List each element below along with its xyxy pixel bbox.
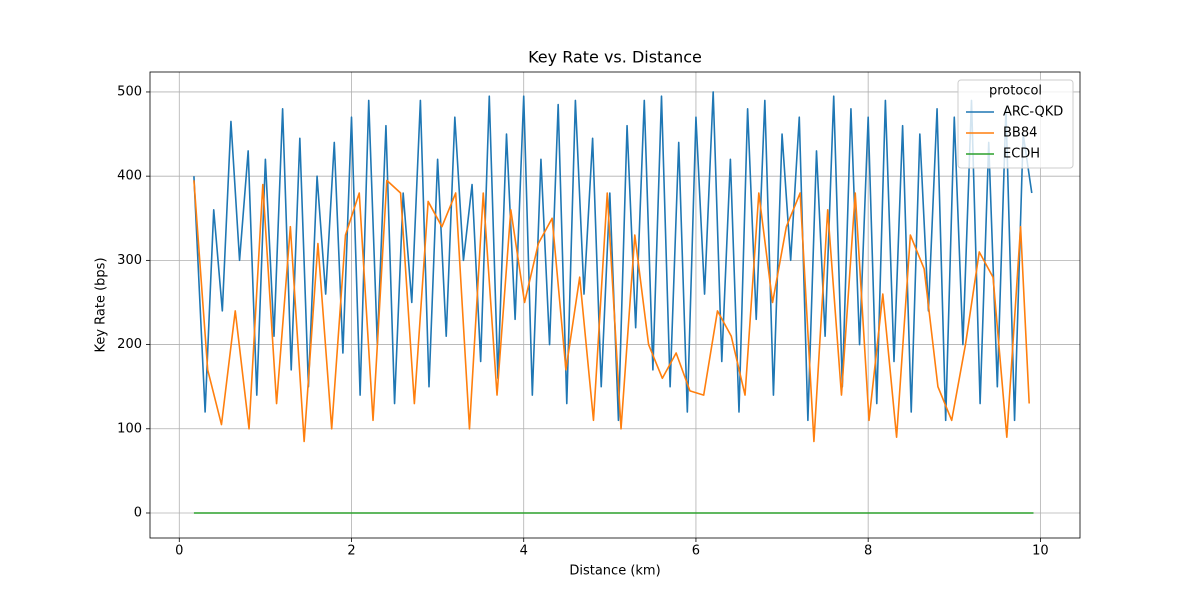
- series-line: [193, 179, 1030, 443]
- legend-label: ARC-QKD: [1003, 105, 1063, 120]
- y-tick-label: 100: [117, 421, 142, 436]
- x-axis-label: Distance (km): [569, 564, 660, 579]
- x-tick-label: 0: [175, 544, 183, 559]
- x-tick-label: 10: [1032, 544, 1049, 559]
- y-tick-label: 500: [117, 84, 142, 99]
- plot-frame: [149, 71, 1081, 539]
- x-tick-label: 2: [347, 544, 355, 559]
- y-tick-label: 400: [117, 169, 142, 184]
- y-tick-label: 0: [134, 505, 142, 520]
- y-axis-label: Key Rate (bps): [94, 257, 109, 352]
- legend-label: ECDH: [1003, 147, 1040, 162]
- legend-label: BB84: [1003, 126, 1037, 141]
- y-tick-label: 300: [117, 253, 142, 268]
- legend-box: [957, 79, 1074, 169]
- x-tick-label: 8: [864, 544, 872, 559]
- legend: protocol ARC-QKD BB84 ECDH: [957, 79, 1074, 169]
- x-tick-label: 4: [520, 544, 528, 559]
- legend-title: protocol: [989, 84, 1042, 99]
- plot-lines: [193, 91, 1034, 514]
- y-tick-label: 200: [117, 337, 142, 352]
- chart-title: Key Rate vs. Distance: [528, 48, 702, 67]
- x-tick-label: 6: [692, 544, 700, 559]
